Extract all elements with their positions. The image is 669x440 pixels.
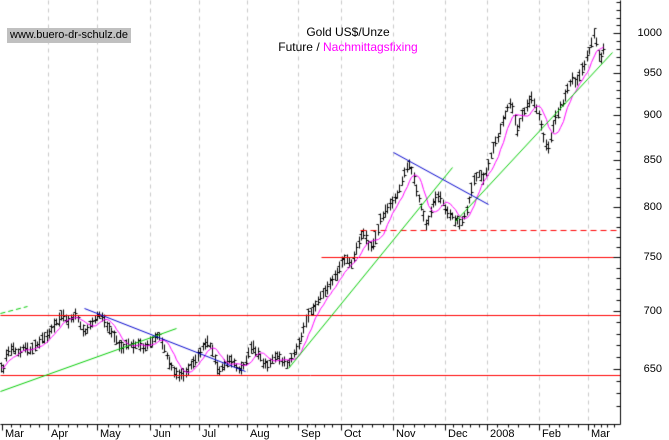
chart-subtitle-prefix: Future /: [278, 40, 323, 54]
y-axis-label: 650: [643, 363, 662, 375]
y-axis-label: 950: [643, 67, 662, 79]
y-axis-label: 700: [643, 305, 662, 317]
x-axis-label: Sep: [301, 428, 321, 440]
watermark: www.buero-dr-schulz.de: [7, 28, 131, 43]
y-axis-label: 850: [643, 154, 662, 166]
y-axis-label: 1000: [637, 27, 662, 39]
chart-title: Gold US$/Unze: [306, 25, 390, 39]
x-axis-label: Jun: [153, 428, 171, 440]
x-axis-label: Dec: [448, 428, 468, 440]
chart-subtitle: Future / Nachmittagsfixing: [188, 40, 508, 55]
x-axis-label: Jul: [202, 428, 217, 440]
x-axis-label: Mar: [5, 428, 24, 440]
x-axis-label: Aug: [250, 428, 270, 440]
x-axis-label: May: [100, 428, 121, 440]
chart-title-block: Gold US$/Unze Future / Nachmittagsfixing: [188, 25, 508, 55]
chart-subtitle-highlight: Nachmittagsfixing: [322, 40, 418, 54]
x-axis-label: 2008: [490, 428, 515, 440]
x-axis-label: Feb: [542, 428, 561, 440]
y-axis-label: 750: [643, 251, 662, 263]
y-axis-label: 800: [643, 201, 662, 213]
x-axis-label: Oct: [344, 428, 362, 440]
x-axis-label: Apr: [51, 428, 69, 440]
y-axis-label: 900: [643, 109, 662, 121]
x-axis-label: Mar: [591, 428, 610, 440]
x-axis-label: Nov: [396, 428, 416, 440]
